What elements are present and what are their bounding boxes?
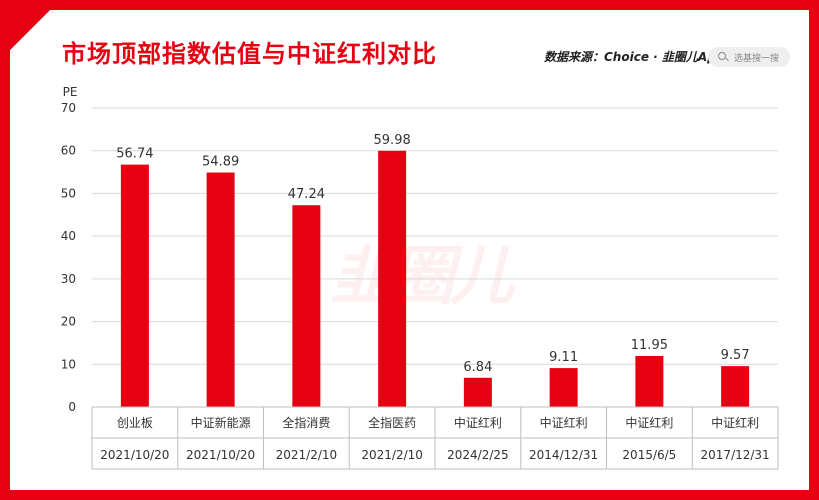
y-tick-label: 40	[61, 229, 76, 243]
y-axis-label: PE	[63, 85, 78, 99]
x-date-label: 2014/12/31	[529, 448, 598, 462]
data-label: 56.74	[116, 147, 153, 162]
chart-card: 市场顶部指数估值与中证红利对比 数据来源：Choice · 韭圈儿App 选基搜…	[10, 10, 809, 490]
data-label: 11.95	[631, 338, 668, 353]
search-icon	[718, 52, 728, 62]
bar	[120, 164, 149, 407]
x-tick-label: 全指医药	[368, 415, 416, 430]
bar-chart: 0 10 20 30 40 50 60 70 PE 56.74 54.89 47.24 59.98 6.8…	[61, 85, 779, 470]
data-label: 59.98	[374, 133, 411, 148]
y-tick-label: 30	[61, 272, 76, 286]
bar	[206, 172, 235, 407]
x-tick-label: 中证红利	[540, 415, 588, 430]
y-tick-label: 0	[68, 400, 76, 414]
x-date-label: 2021/10/20	[186, 448, 255, 462]
y-tick-label: 50	[61, 186, 76, 200]
bar	[292, 205, 321, 407]
x-tick-label: 中证新能源	[191, 415, 251, 430]
page-title: 市场顶部指数估值与中证红利对比	[62, 40, 437, 68]
x-date-label: 2021/2/10	[361, 448, 423, 462]
data-label: 47.24	[288, 187, 325, 202]
x-date-label: 2021/10/20	[100, 448, 169, 462]
bar	[378, 150, 407, 407]
data-source-label: 数据来源：Choice · 韭圈儿App	[544, 50, 725, 64]
y-tick-label: 70	[61, 101, 76, 115]
x-tick-label: 中证红利	[711, 415, 759, 430]
data-label: 54.89	[202, 155, 239, 170]
bar	[635, 355, 664, 407]
x-date-label: 2021/2/10	[276, 448, 338, 462]
x-tick-label: 中证红利	[625, 415, 673, 430]
data-label: 9.57	[721, 348, 750, 363]
watermark: 韭圈儿	[330, 240, 514, 314]
bar	[549, 368, 578, 407]
x-tick-label: 中证红利	[454, 415, 502, 430]
data-label: 6.84	[463, 360, 492, 375]
x-date-label: 2024/2/25	[447, 448, 509, 462]
search-box[interactable]: 选基搜一搜	[708, 47, 790, 67]
y-tick-label: 10	[61, 357, 76, 371]
x-date-label: 2017/12/31	[701, 448, 770, 462]
bar	[721, 366, 750, 407]
x-tick-label: 创业板	[117, 416, 153, 430]
data-label: 9.11	[549, 350, 578, 365]
y-tick-label: 60	[61, 144, 76, 158]
y-tick-label: 20	[61, 315, 76, 329]
x-tick-label: 全指消费	[282, 415, 330, 430]
search-placeholder: 选基搜一搜	[734, 53, 780, 64]
bar	[463, 377, 492, 407]
x-date-label: 2015/6/5	[622, 448, 676, 462]
